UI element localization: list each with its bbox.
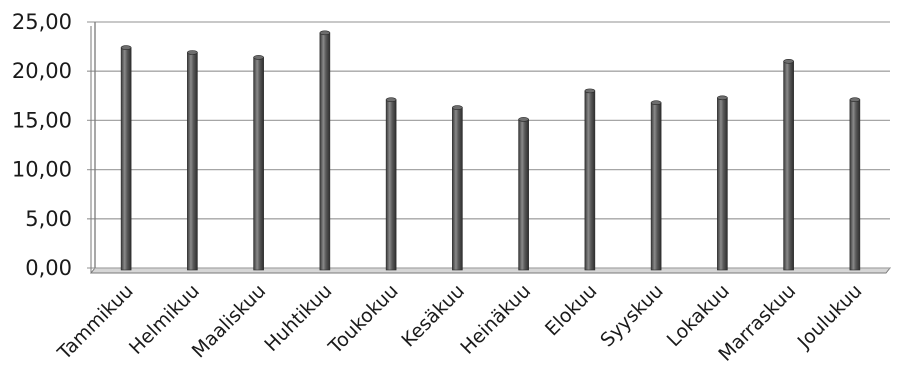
bars [120, 30, 861, 271]
x-tick-label: Syyskuu [596, 280, 667, 351]
bar-body [253, 57, 264, 271]
x-tick-label: Joulukuu [793, 280, 867, 354]
bar-heinäkuu [518, 117, 529, 271]
bar-body [584, 90, 596, 271]
x-tick-label: Toukokuu [324, 280, 403, 359]
bar-cap [253, 55, 264, 60]
bar-cap [584, 88, 596, 94]
y-tick-label: 5,00 [25, 207, 72, 231]
chart-floor [89, 267, 892, 274]
bar-cap [187, 50, 198, 55]
bar-body [452, 107, 463, 271]
bar-body [319, 32, 331, 271]
bar-cap [849, 97, 861, 103]
x-tick-label: Tammikuu [53, 280, 138, 365]
bar-joulukuu [849, 97, 861, 271]
bar-body [518, 119, 529, 271]
bar-elokuu [584, 88, 596, 271]
y-tick-label: 25,00 [12, 10, 72, 34]
bar-maaliskuu [253, 55, 264, 271]
bar-tammikuu [120, 45, 132, 271]
bar-cap [452, 105, 463, 110]
bar-body [783, 61, 794, 271]
x-tick-label: Huhtikuu [260, 280, 336, 356]
bar-cap [518, 117, 529, 122]
bar-cap [783, 59, 794, 64]
x-tick-label: Heinäkuu [456, 280, 535, 359]
bar-helmikuu [187, 50, 198, 271]
y-axis-ticks: 0,00 5,00 10,00 15,00 20,00 25,00 [12, 10, 72, 280]
plot-area [87, 21, 892, 274]
bar-body [120, 47, 132, 271]
y-tick-label: 10,00 [12, 158, 72, 182]
bar-cap [385, 97, 397, 103]
bar-body [717, 97, 728, 271]
bar-cap [717, 95, 728, 101]
bar-body [650, 102, 662, 271]
y-tick-label: 20,00 [12, 59, 72, 83]
bar-cap [319, 30, 331, 36]
bar-body [385, 99, 397, 271]
bar-cap [650, 100, 662, 105]
bar-syyskuu [650, 100, 662, 271]
x-tick-label: Elokuu [541, 280, 601, 340]
y-tick-label: 0,00 [25, 256, 72, 280]
bar-cap [120, 45, 132, 50]
x-axis-labels: TammikuuHelmikuuMaaliskuuHuhtikuuToukoku… [53, 280, 867, 366]
y-tick-label: 15,00 [12, 108, 72, 132]
bar-lokakuu [717, 95, 728, 271]
bar-huhtikuu [319, 30, 331, 271]
bar-kesäkuu [452, 105, 463, 271]
bar-body [849, 99, 861, 271]
bar-marraskuu [783, 59, 794, 271]
bar-toukokuu [385, 97, 397, 271]
bar-body [187, 52, 198, 271]
